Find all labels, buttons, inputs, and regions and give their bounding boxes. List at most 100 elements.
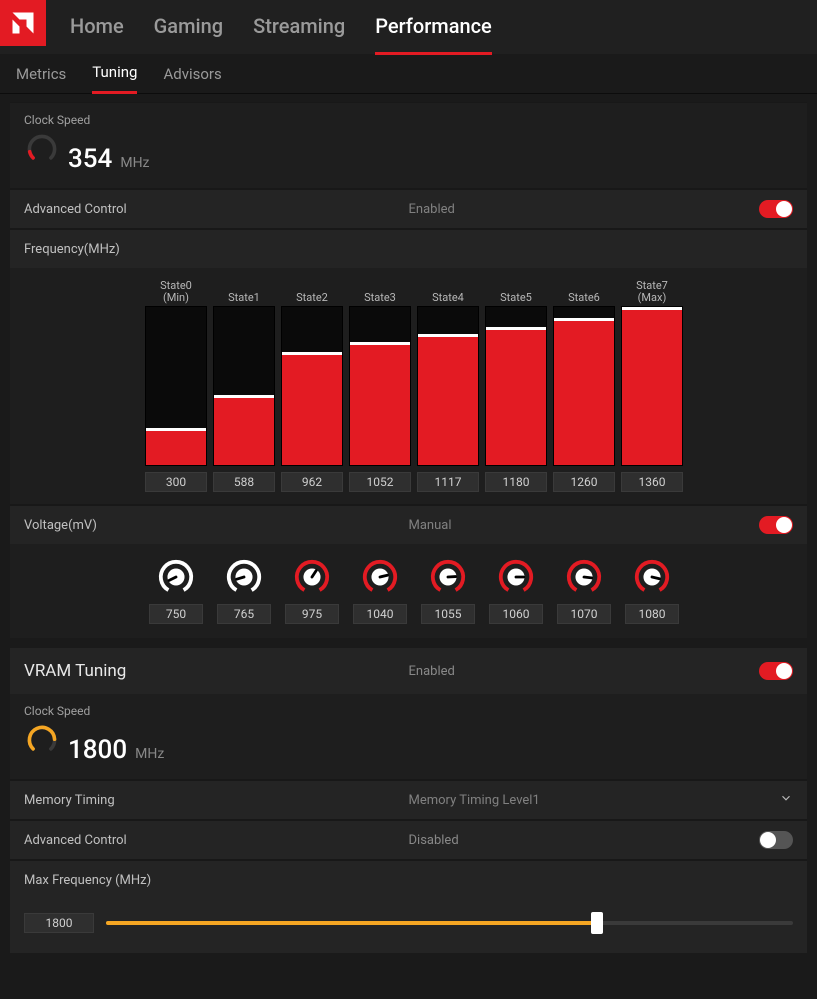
freq-bar-body[interactable] (281, 306, 343, 466)
volt-dial-3: 1040 (349, 558, 411, 624)
volt-dial-gauge[interactable] (497, 558, 535, 596)
freq-bar-input[interactable]: 1052 (349, 472, 411, 492)
freq-bar-header: State7(Max) (621, 276, 683, 304)
volt-dial-6: 1070 (553, 558, 615, 624)
vram-adv-label: Advanced Control (24, 833, 127, 848)
volt-dial-input[interactable]: 975 (285, 604, 339, 624)
volt-dial-input[interactable]: 1055 (421, 604, 475, 624)
gpu-freq-label: Frequency(MHz) (24, 242, 120, 257)
freq-bar-body[interactable] (485, 306, 547, 466)
gpu-volt-toggle[interactable] (759, 516, 793, 534)
vram-enabled-label: Enabled (409, 664, 455, 679)
vram-clock-unit: MHz (135, 746, 164, 762)
top-nav: Home Gaming Streaming Performance (0, 0, 817, 54)
topnav-tab-home[interactable]: Home (70, 0, 124, 55)
freq-bar-state0: State0(Min) 300 (145, 276, 207, 492)
freq-bar-body[interactable] (349, 306, 411, 466)
brand-logo[interactable] (0, 0, 46, 46)
freq-bar-body[interactable] (553, 306, 615, 466)
freq-bar-input[interactable]: 1260 (553, 472, 615, 492)
gpu-clock-gauge-icon (24, 131, 60, 167)
vram-clock-value: 1800 (68, 735, 127, 765)
volt-dial-input[interactable]: 1080 (625, 604, 679, 624)
freq-bar-input[interactable]: 1180 (485, 472, 547, 492)
freq-bar-header: State2 (281, 276, 343, 304)
gpu-clock-value: 354 (68, 144, 112, 174)
freq-bar-state2: State2 962 (281, 276, 343, 492)
vram-enabled-toggle[interactable] (759, 662, 793, 680)
gpu-clock-label: Clock Speed (24, 113, 793, 127)
vram-slider-value[interactable]: 1800 (24, 913, 94, 933)
freq-bar-state5: State5 1180 (485, 276, 547, 492)
volt-dial-input[interactable]: 1070 (557, 604, 611, 624)
freq-bar-header: State6 (553, 276, 615, 304)
gpu-volt-value: Manual (409, 518, 452, 533)
gpu-volt-label: Voltage(mV) (24, 518, 97, 533)
volt-dial-0: 750 (145, 558, 207, 624)
freq-bar-input[interactable]: 588 (213, 472, 275, 492)
topnav-tab-streaming[interactable]: Streaming (253, 0, 345, 55)
freq-bar-state4: State4 1117 (417, 276, 479, 492)
vram-clock-area: Clock Speed 1800 MHz (10, 694, 807, 779)
freq-bar-body[interactable] (621, 306, 683, 466)
gpu-adv-label: Advanced Control (24, 202, 127, 217)
volt-dial-gauge[interactable] (361, 558, 399, 596)
gpu-adv-toggle[interactable] (759, 200, 793, 218)
gpu-clock-unit: MHz (120, 155, 149, 171)
amd-arrow-icon (9, 9, 37, 37)
volt-dial-5: 1060 (485, 558, 547, 624)
vram-slider-area: 1800 (10, 899, 807, 953)
freq-bar-state7: State7(Max) 1360 (621, 276, 683, 492)
vram-mem-timing-label: Memory Timing (24, 793, 115, 808)
vram-adv-value: Disabled (409, 833, 459, 848)
freq-bar-header: State4 (417, 276, 479, 304)
vram-maxfreq-label-row: Max Frequency (MHz) (10, 859, 807, 899)
freq-bar-state1: State1 588 (213, 276, 275, 492)
freq-bar-body[interactable] (213, 306, 275, 466)
topnav-tab-gaming[interactable]: Gaming (154, 0, 223, 55)
volt-dial-input[interactable]: 765 (217, 604, 271, 624)
volt-dial-gauge[interactable] (225, 558, 263, 596)
vram-slider-thumb[interactable] (591, 912, 603, 934)
volt-dial-input[interactable]: 750 (149, 604, 203, 624)
freq-bar-header: State1 (213, 276, 275, 304)
freq-bar-body[interactable] (417, 306, 479, 466)
freq-bar-state6: State6 1260 (553, 276, 615, 492)
subnav-tab-metrics[interactable]: Metrics (16, 55, 66, 93)
volt-dial-gauge[interactable] (565, 558, 603, 596)
topnav-tab-performance[interactable]: Performance (375, 0, 492, 55)
vram-mem-timing-value: Memory Timing Level1 (409, 793, 540, 808)
gpu-volt-row: Voltage(mV) Manual (10, 504, 807, 544)
volt-dial-gauge[interactable] (157, 558, 195, 596)
freq-bar-input[interactable]: 962 (281, 472, 343, 492)
freq-bar-header: State5 (485, 276, 547, 304)
gpu-volt-dials: 750 765 975 1040 1055 1060 1070 1080 (10, 544, 807, 638)
subnav-tab-tuning[interactable]: Tuning (92, 53, 137, 94)
freq-bar-body[interactable] (145, 306, 207, 466)
volt-dial-gauge[interactable] (429, 558, 467, 596)
vram-adv-row: Advanced Control Disabled (10, 819, 807, 859)
vram-maxfreq-label: Max Frequency (MHz) (24, 873, 151, 888)
vram-adv-toggle[interactable] (759, 831, 793, 849)
volt-dial-4: 1055 (417, 558, 479, 624)
freq-bar-header: State0(Min) (145, 276, 207, 304)
freq-bar-input[interactable]: 1117 (417, 472, 479, 492)
gpu-adv-value: Enabled (409, 202, 455, 217)
volt-dial-input[interactable]: 1060 (489, 604, 543, 624)
volt-dial-input[interactable]: 1040 (353, 604, 407, 624)
gpu-freq-chart: State0(Min)300State1588State2962State310… (10, 268, 807, 504)
vram-title: VRAM Tuning (24, 661, 126, 681)
subnav-tab-advisors[interactable]: Advisors (163, 55, 221, 93)
volt-dial-gauge[interactable] (293, 558, 331, 596)
gpu-clock-area: Clock Speed 354 MHz (10, 102, 807, 188)
vram-slider-fill (106, 921, 597, 925)
gpu-adv-row: Advanced Control Enabled (10, 188, 807, 228)
vram-mem-timing-row[interactable]: Memory Timing Memory Timing Level1 (10, 779, 807, 819)
top-nav-tabs: Home Gaming Streaming Performance (70, 0, 492, 55)
vram-panel: VRAM Tuning Enabled Clock Speed 1800 MHz… (10, 648, 807, 953)
freq-bar-input[interactable]: 300 (145, 472, 207, 492)
volt-dial-gauge[interactable] (633, 558, 671, 596)
chevron-down-icon[interactable] (779, 791, 793, 809)
freq-bar-input[interactable]: 1360 (621, 472, 683, 492)
vram-slider-track[interactable] (106, 921, 793, 925)
